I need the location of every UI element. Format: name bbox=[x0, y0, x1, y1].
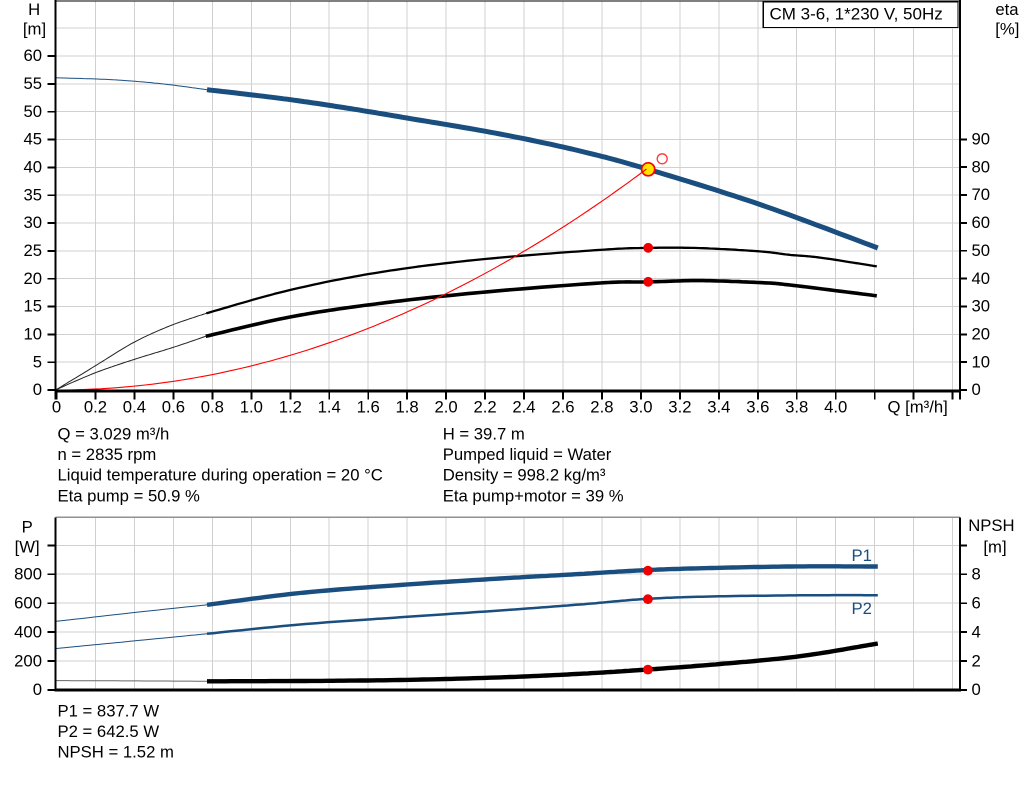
svg-text:3.4: 3.4 bbox=[707, 398, 730, 417]
svg-text:50: 50 bbox=[972, 241, 991, 260]
svg-text:NPSH: NPSH bbox=[968, 516, 1014, 535]
svg-text:[W]: [W] bbox=[15, 537, 40, 556]
svg-text:2: 2 bbox=[972, 651, 981, 670]
svg-text:2.8: 2.8 bbox=[590, 398, 613, 417]
svg-text:400: 400 bbox=[14, 622, 42, 641]
svg-text:1.4: 1.4 bbox=[318, 398, 341, 417]
svg-text:600: 600 bbox=[14, 593, 42, 612]
svg-text:3.8: 3.8 bbox=[785, 398, 808, 417]
svg-text:30: 30 bbox=[23, 213, 42, 232]
svg-text:20: 20 bbox=[972, 325, 991, 344]
svg-text:0.8: 0.8 bbox=[201, 398, 224, 417]
svg-text:0: 0 bbox=[33, 380, 42, 399]
svg-text:50: 50 bbox=[23, 102, 42, 121]
svg-text:P1 = 837.7 W: P1 = 837.7 W bbox=[58, 702, 160, 721]
svg-text:2.0: 2.0 bbox=[434, 398, 457, 417]
svg-text:10: 10 bbox=[972, 352, 991, 371]
svg-text:1.2: 1.2 bbox=[279, 398, 302, 417]
svg-text:40: 40 bbox=[23, 158, 42, 177]
svg-text:0: 0 bbox=[52, 398, 61, 417]
svg-text:55: 55 bbox=[23, 74, 42, 93]
svg-text:10: 10 bbox=[23, 325, 42, 344]
svg-text:[%]: [%] bbox=[995, 20, 1019, 39]
svg-text:Eta pump+motor = 39 %: Eta pump+motor = 39 % bbox=[443, 486, 624, 505]
svg-text:Eta pump = 50.9 %: Eta pump = 50.9 % bbox=[58, 486, 201, 505]
svg-text:8: 8 bbox=[972, 564, 981, 583]
svg-text:3.6: 3.6 bbox=[746, 398, 769, 417]
svg-text:90: 90 bbox=[972, 130, 991, 149]
svg-text:0.4: 0.4 bbox=[123, 398, 146, 417]
svg-text:0: 0 bbox=[972, 680, 981, 699]
svg-text:30: 30 bbox=[972, 297, 991, 316]
svg-text:800: 800 bbox=[14, 564, 42, 583]
svg-text:0.6: 0.6 bbox=[162, 398, 185, 417]
svg-text:Q = 3.029 m³/h: Q = 3.029 m³/h bbox=[58, 425, 170, 444]
svg-text:1.6: 1.6 bbox=[357, 398, 380, 417]
svg-text:3.2: 3.2 bbox=[668, 398, 691, 417]
svg-text:1.8: 1.8 bbox=[395, 398, 418, 417]
svg-text:45: 45 bbox=[23, 130, 42, 149]
svg-text:20: 20 bbox=[23, 269, 42, 288]
svg-text:2.2: 2.2 bbox=[473, 398, 496, 417]
svg-text:80: 80 bbox=[972, 157, 991, 176]
svg-text:0: 0 bbox=[972, 380, 981, 399]
svg-text:5: 5 bbox=[33, 352, 42, 371]
svg-text:P: P bbox=[22, 518, 33, 537]
svg-text:P1: P1 bbox=[852, 546, 872, 565]
svg-text:3.0: 3.0 bbox=[629, 398, 652, 417]
svg-text:Q [m³/h]: Q [m³/h] bbox=[888, 398, 948, 417]
svg-text:4: 4 bbox=[972, 622, 981, 641]
svg-text:Pumped liquid = Water: Pumped liquid = Water bbox=[443, 445, 612, 464]
svg-text:Liquid temperature during oper: Liquid temperature during operation = 20… bbox=[58, 466, 383, 485]
svg-text:n = 2835 rpm: n = 2835 rpm bbox=[58, 445, 157, 464]
svg-text:CM 3-6, 1*230 V, 50Hz: CM 3-6, 1*230 V, 50Hz bbox=[770, 4, 943, 23]
svg-text:4.0: 4.0 bbox=[824, 398, 847, 417]
svg-text:NPSH = 1.52 m: NPSH = 1.52 m bbox=[58, 743, 174, 762]
svg-text:60: 60 bbox=[972, 213, 991, 232]
svg-text:[m]: [m] bbox=[983, 537, 1006, 556]
svg-text:0: 0 bbox=[33, 680, 42, 699]
svg-text:0.2: 0.2 bbox=[84, 398, 107, 417]
svg-text:2.6: 2.6 bbox=[551, 398, 574, 417]
svg-text:2.4: 2.4 bbox=[512, 398, 535, 417]
svg-text:35: 35 bbox=[23, 185, 42, 204]
svg-text:[m]: [m] bbox=[23, 20, 46, 39]
svg-text:25: 25 bbox=[23, 241, 42, 260]
svg-text:6: 6 bbox=[972, 593, 981, 612]
svg-text:40: 40 bbox=[972, 269, 991, 288]
svg-text:P2: P2 bbox=[852, 599, 872, 618]
svg-text:1.0: 1.0 bbox=[240, 398, 263, 417]
svg-text:H: H bbox=[28, 0, 40, 19]
svg-text:15: 15 bbox=[23, 297, 42, 316]
svg-text:70: 70 bbox=[972, 185, 991, 204]
svg-text:200: 200 bbox=[14, 651, 42, 670]
svg-text:60: 60 bbox=[23, 46, 42, 65]
svg-text:H = 39.7 m: H = 39.7 m bbox=[443, 425, 525, 444]
svg-text:Density = 998.2 kg/m³: Density = 998.2 kg/m³ bbox=[443, 466, 606, 485]
svg-text:P2 = 642.5 W: P2 = 642.5 W bbox=[58, 722, 160, 741]
svg-text:eta: eta bbox=[995, 0, 1019, 19]
